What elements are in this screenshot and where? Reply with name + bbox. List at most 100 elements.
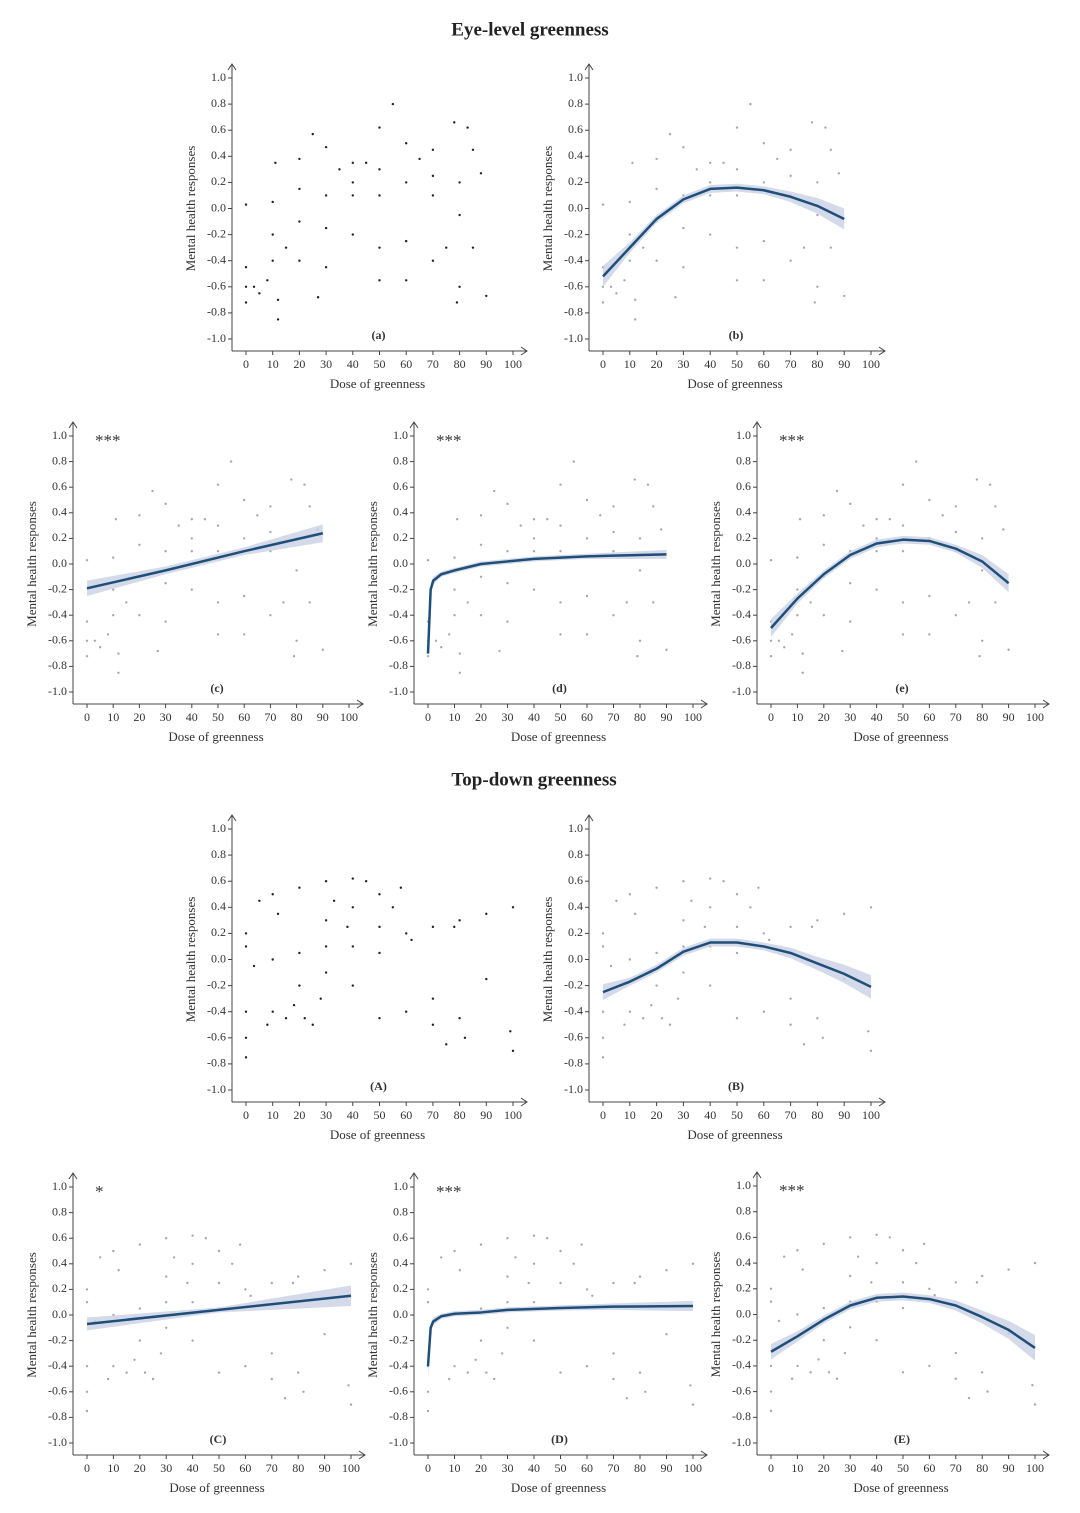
y-tick-label: 0.8 [393,453,408,467]
y-tick-label: -0.6 [207,1030,226,1044]
x-tick-label: 70 [427,1108,439,1122]
data-point [351,233,354,236]
y-tick-label: -0.6 [732,1383,751,1397]
data-point [709,877,712,880]
data-point [1031,1383,1034,1387]
data-point [271,1010,274,1013]
x-tick-label: 10 [449,1461,461,1475]
data-point [769,1390,773,1393]
data-point [117,1269,120,1272]
data-point [244,203,248,206]
y-tick-label: -0.8 [48,658,67,672]
x-tick-label: 40 [347,1108,359,1122]
panel-label: (c) [210,681,223,695]
x-tick-label: 80 [811,357,823,371]
data-point [511,1049,515,1053]
data-point [165,1326,168,1330]
data-point [749,906,752,909]
data-point [981,569,984,572]
data-point [822,614,825,617]
x-tick-label: 50 [731,1108,743,1122]
y-tick-label: 1.0 [736,1178,751,1192]
data-point [527,1281,530,1285]
y-tick-label: -0.4 [564,252,583,266]
data-point [506,620,509,623]
data-point [585,1365,589,1368]
data-point [292,1003,296,1007]
data-point [628,958,631,961]
data-point [644,1390,647,1394]
data-point [493,489,496,493]
data-point [709,194,712,197]
data-point [816,1017,819,1020]
data-point [928,1287,931,1291]
data-point [138,614,141,617]
data-point [364,880,368,883]
data-point [798,518,802,521]
data-point [463,1036,467,1040]
x-tick-label: 80 [811,1108,823,1122]
x-tick-label: 40 [704,357,716,371]
y-tick-label: 1.0 [568,70,583,84]
data-point [762,1010,765,1013]
data-point [615,292,618,295]
x-tick-label: 0 [84,1461,90,1475]
y-tick-label: 0.0 [736,556,751,570]
data-point [244,1365,247,1368]
x-tick-label: 90 [480,1108,492,1122]
x-tick-label: 20 [293,1108,305,1122]
data-point [506,1275,509,1278]
data-point [138,1307,141,1310]
data-point [270,1281,273,1285]
data-point [682,971,685,974]
data-point [204,1237,207,1240]
data-point [479,514,483,517]
x-axis-label: Dose of greenness [853,729,948,744]
x-tick-label: 50 [374,357,386,371]
data-point [655,886,658,889]
data-point [988,483,992,486]
data-point [426,1390,430,1394]
data-point [106,633,110,636]
x-tick-label: 20 [651,1108,663,1122]
data-point [256,514,259,517]
data-point [506,1326,509,1330]
x-tick-label: 30 [677,357,689,371]
data-point [642,246,645,249]
data-point [431,194,435,197]
data-point [85,1365,89,1368]
data-point [559,524,562,527]
data-point [112,1365,115,1368]
y-tick-label: 0.4 [736,505,751,519]
x-tick-label: 90 [1003,710,1015,724]
significance: *** [779,431,805,450]
x-tick-label: 0 [425,710,431,724]
data-point [506,502,509,506]
data-point [506,1301,509,1304]
fit-line [426,1304,694,1367]
data-point [975,478,979,481]
data-point [252,285,256,288]
data-point [378,194,381,197]
y-tick-label: 0.6 [736,1229,751,1243]
data-point [875,1233,878,1237]
x-tick-label: 50 [374,1108,386,1122]
data-point [445,246,448,249]
data-point [351,945,354,948]
data-point [324,945,328,948]
data-point [405,181,408,184]
data-point [290,478,293,481]
y-tick-label: 0.8 [736,1203,751,1217]
data-point [243,594,246,598]
data-point [298,984,301,987]
data-point [601,301,605,304]
axis-arrow [520,346,528,356]
data-point [271,233,274,236]
data-point [601,203,605,206]
data-point [164,502,167,506]
data-point [802,1043,806,1046]
fit-line [602,941,872,994]
x-tick-label: 0 [243,357,249,371]
x-tick-label: 30 [502,1461,514,1475]
